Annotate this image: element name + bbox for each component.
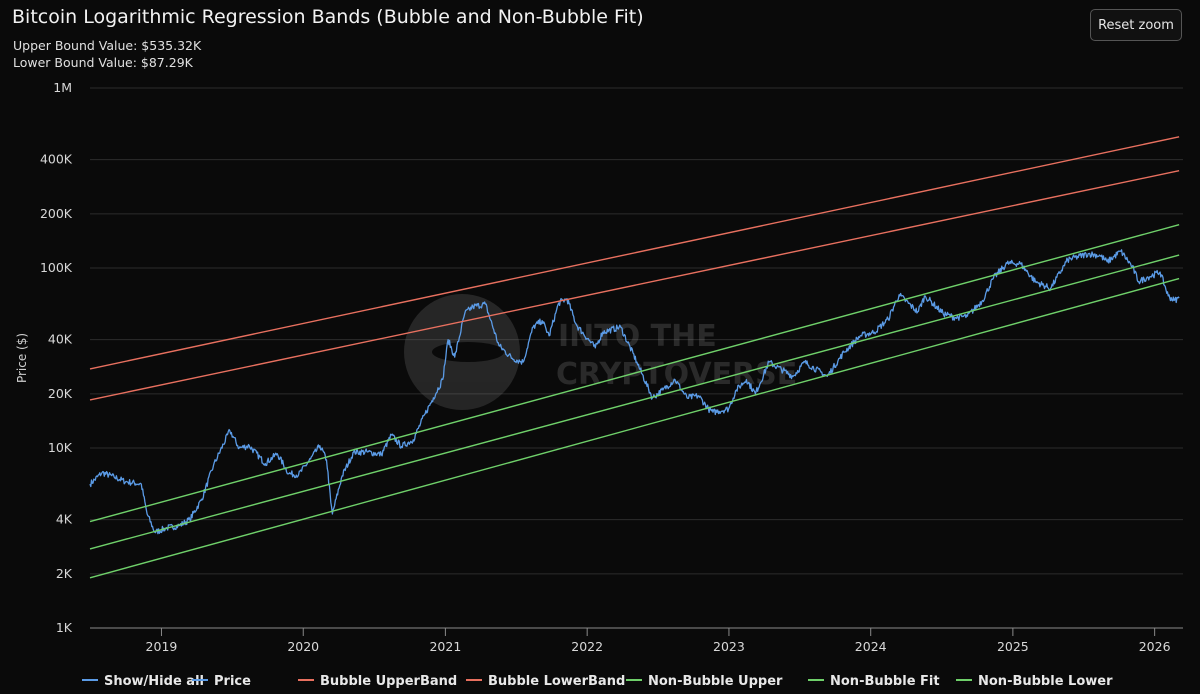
legend-item[interactable]: Non-Bubble Upper [626,674,783,689]
legend-label: Non-Bubble Lower [978,674,1113,689]
y-tick-label: 20K [48,386,73,401]
watermark-line1: INTO THE [558,319,717,354]
watermark: INTO THE CRYPTOVERSE [404,294,797,410]
legend-item[interactable]: Price [192,674,251,689]
series-line-non-bubble-upper [89,224,1180,523]
watermark-logo-icon [404,294,520,410]
legend-item[interactable]: Show/Hide all [82,674,204,689]
series [89,136,1180,579]
x-tick-label: 2022 [571,639,603,654]
chart-title: Bitcoin Logarithmic Regression Bands (Bu… [12,6,644,28]
x-tick-label: 2024 [855,639,887,654]
y-tick-label: 2K [56,566,73,581]
y-tick-label: 100K [40,260,73,275]
x-tick-label: 2021 [429,639,461,654]
y-tick-label: 400K [40,152,73,167]
series-line-price [89,249,1180,535]
legend-label: Price [214,674,251,689]
watermark-line2: CRYPTOVERSE [556,357,797,392]
y-tick-label: 40K [48,332,73,347]
y-axis-label: Price ($) [15,333,29,383]
y-tick-label: 1M [53,80,72,95]
legend: Show/Hide all Price Bubble UpperBand Bubble… [82,674,1113,689]
y-tick-label: 4K [56,512,73,527]
y-tick-label: 200K [40,206,73,221]
x-tick-label: 2025 [997,639,1029,654]
legend-item[interactable]: Non-Bubble Lower [956,674,1113,689]
reset-zoom-button[interactable]: Reset zoom [1090,9,1182,41]
legend-label: Non-Bubble Fit [830,674,940,689]
legend-item[interactable]: Bubble UpperBand [298,674,457,689]
x-tick-label: 2020 [287,639,319,654]
legend-label: Bubble LowerBand [488,674,625,689]
series-line-non-bubble-lower [89,277,1180,579]
x-axis: 2019 2020 2021 2022 2023 2024 2025 2026 [90,627,1183,654]
y-tick-label: 10K [48,440,73,455]
watermark-logo-ring-icon [432,342,504,362]
legend-label: Bubble UpperBand [320,674,457,689]
legend-label: Show/Hide all [104,674,204,689]
legend-item[interactable]: Non-Bubble Fit [808,674,940,689]
upper-bound-value: Upper Bound Value: $535.32K [13,38,202,53]
y-tick-label: 1K [56,620,73,635]
y-axis: 1K 2K 4K 10K 20K 40K 100K 200K 400K 1M [40,80,73,635]
legend-label: Non-Bubble Upper [648,674,783,689]
x-tick-label: 2019 [146,639,178,654]
series-line-non-bubble-fit [89,254,1180,550]
lower-bound-value: Lower Bound Value: $87.29K [13,55,193,70]
series-line-bubble-lowerband [89,170,1180,401]
x-tick-label: 2023 [713,639,745,654]
x-tick-label: 2026 [1139,639,1171,654]
series-line-bubble-upperband [89,136,1180,370]
legend-item[interactable]: Bubble LowerBand [466,674,625,689]
